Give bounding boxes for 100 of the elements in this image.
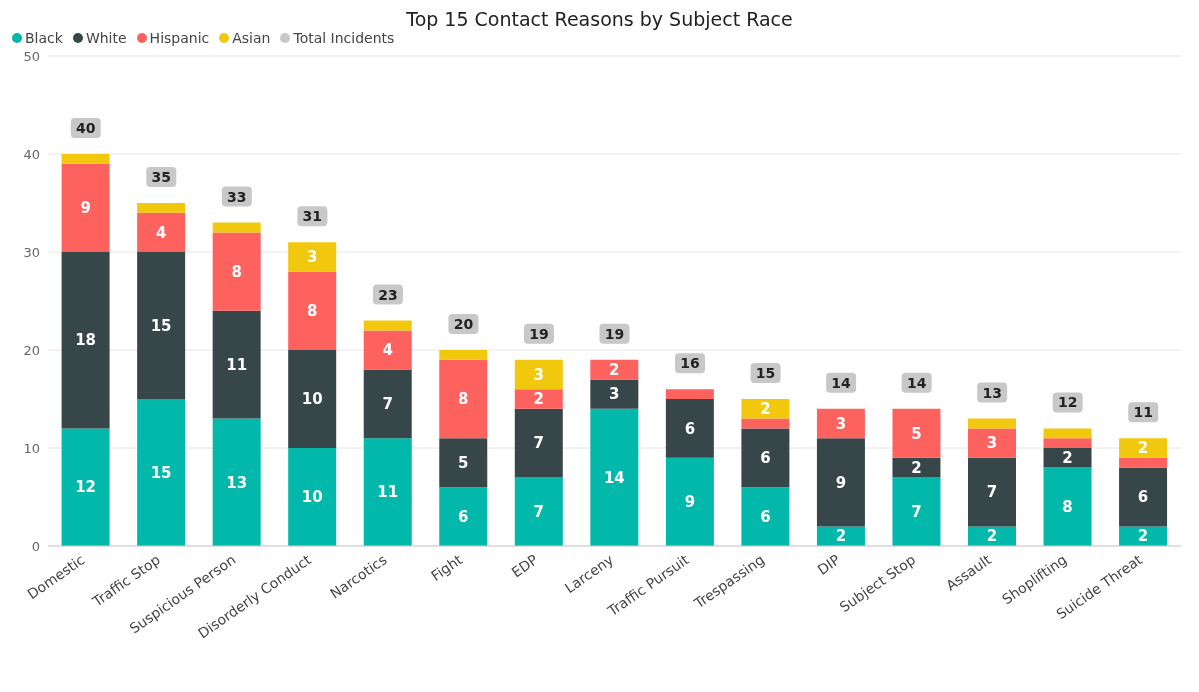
- data-label: 6: [1137, 488, 1149, 507]
- legend-label: Asian: [231, 30, 271, 46]
- bar: [968, 428, 1016, 458]
- bar: [363, 369, 412, 439]
- bar: [439, 359, 488, 439]
- bar: [439, 438, 488, 488]
- bar: [514, 408, 563, 478]
- data-label: 8: [458, 390, 469, 409]
- bar: [665, 389, 714, 399]
- data-label: 6: [684, 419, 696, 438]
- data-label: 6: [760, 507, 771, 526]
- data-label: 7: [382, 395, 393, 414]
- data-label: 3: [986, 434, 998, 453]
- bar: [514, 477, 563, 546]
- data-label: 7: [533, 434, 545, 453]
- data-label: 11: [226, 355, 248, 374]
- total-label: 19: [529, 325, 549, 342]
- bar: [363, 320, 412, 331]
- data-label: 3: [609, 385, 620, 404]
- data-label: 18: [75, 331, 97, 350]
- legend-label: Hispanic: [148, 30, 210, 46]
- total-label: 13: [982, 384, 1002, 401]
- bar: [212, 222, 261, 233]
- total-label: 11: [1133, 404, 1153, 421]
- bar: [968, 457, 1016, 527]
- bar: [892, 477, 941, 546]
- data-label: 3: [835, 414, 847, 433]
- data-label: 7: [533, 502, 545, 521]
- bar: [1119, 457, 1168, 468]
- y-tick-label: 40: [23, 146, 40, 162]
- bar: [665, 457, 714, 546]
- bar: [968, 418, 1016, 429]
- data-label: 2: [835, 527, 847, 546]
- bar: [1119, 467, 1168, 527]
- total-label: 19: [604, 325, 625, 342]
- bar: [288, 350, 337, 448]
- total-label: 20: [453, 315, 474, 332]
- total-label: 40: [76, 119, 96, 136]
- bar: [137, 203, 186, 213]
- data-label: 15: [150, 463, 172, 482]
- bar: [212, 418, 261, 546]
- bar: [439, 350, 488, 360]
- total-label: 31: [302, 208, 323, 225]
- data-label: 4: [155, 223, 167, 242]
- data-label: 2: [911, 458, 922, 477]
- data-label: 10: [301, 390, 323, 409]
- bar: [363, 330, 412, 370]
- data-label: 2: [760, 400, 771, 419]
- bar: [514, 359, 563, 390]
- bar: [212, 310, 261, 419]
- data-label: 9: [80, 199, 91, 218]
- x-tick-label: EDP: [508, 551, 541, 581]
- bar: [288, 271, 337, 350]
- total-label: 33: [227, 188, 247, 205]
- y-tick-label: 20: [23, 342, 40, 358]
- data-label: 8: [1062, 498, 1073, 517]
- bar: [439, 487, 488, 546]
- total-label: 16: [680, 355, 700, 372]
- bar: [741, 428, 790, 488]
- bar: [741, 487, 790, 546]
- total-label: 12: [1057, 394, 1078, 411]
- x-tick-label: DIP: [814, 551, 843, 578]
- bar: [590, 379, 639, 409]
- bar: [816, 438, 865, 527]
- data-label: 10: [301, 488, 323, 507]
- bar: [590, 408, 639, 546]
- y-tick-label: 10: [23, 440, 40, 456]
- data-label: 7: [911, 502, 922, 521]
- legend-label: Total Incidents: [292, 30, 395, 46]
- data-label: 9: [835, 473, 847, 492]
- total-label: 14: [906, 374, 927, 391]
- data-label: 2: [533, 390, 545, 409]
- bar: [61, 154, 110, 164]
- bar: [137, 252, 186, 399]
- data-label: 8: [306, 302, 318, 321]
- data-label: 3: [306, 248, 318, 267]
- bar: [741, 399, 790, 419]
- data-label: 3: [533, 365, 545, 384]
- data-label: 4: [382, 341, 393, 360]
- bar: [363, 438, 412, 546]
- bar: [1119, 438, 1168, 458]
- bar: [1043, 428, 1092, 439]
- bar: [137, 212, 186, 252]
- data-label: 14: [603, 468, 625, 487]
- total-label: 15: [755, 364, 776, 381]
- chart-title: Top 15 Contact Reasons by Subject Race: [405, 8, 794, 30]
- bar: [61, 428, 110, 546]
- y-tick-label: 0: [31, 538, 40, 554]
- bar: [137, 399, 186, 546]
- bar: [741, 418, 790, 429]
- bar: [892, 408, 941, 458]
- y-tick-label: 50: [23, 48, 40, 64]
- data-label: 2: [609, 360, 620, 379]
- bar: [665, 399, 714, 458]
- bar: [514, 389, 563, 409]
- bar: [288, 448, 337, 546]
- total-label: 23: [378, 286, 398, 303]
- data-label: 6: [760, 449, 771, 468]
- data-label: 2: [1062, 449, 1073, 468]
- bar: [816, 408, 865, 439]
